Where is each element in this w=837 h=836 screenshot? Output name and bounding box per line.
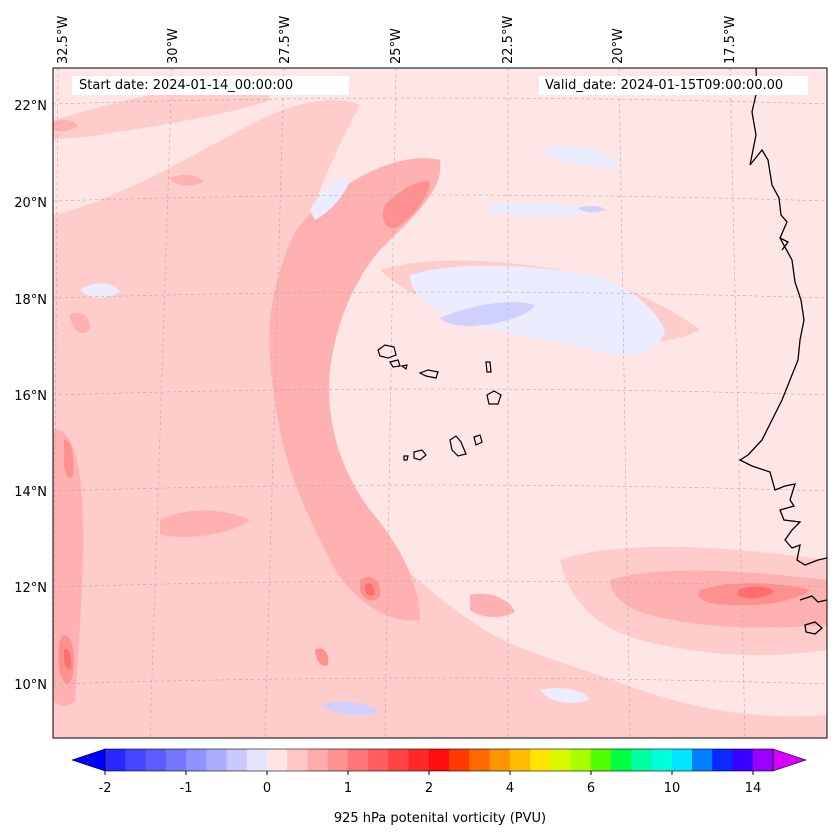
valid-date-label: Valid_date: 2024-01-15T09:00:00.00 bbox=[539, 76, 808, 95]
colorbar-segment bbox=[388, 749, 410, 771]
colorbar-segment bbox=[206, 749, 227, 771]
colorbar-segment bbox=[226, 749, 248, 771]
colorbar-tick-label: 1 bbox=[344, 781, 352, 796]
pv-contour-peak bbox=[63, 583, 774, 670]
graticule bbox=[53, 68, 827, 738]
lon-label: 17.5°W bbox=[723, 16, 738, 64]
lat-label: 14°N bbox=[14, 485, 47, 500]
colorbar-ticks bbox=[104, 771, 754, 775]
colorbar-tick-label: 6 bbox=[587, 781, 595, 796]
lon-label: 32.5°W bbox=[56, 16, 71, 64]
colorbar-segment bbox=[327, 749, 349, 771]
colorbar-tick-label: 0 bbox=[263, 781, 271, 796]
colorbar-segment bbox=[165, 749, 187, 771]
latitude-labels: 22°N 20°N 18°N 16°N 14°N 12°N 10°N bbox=[14, 99, 47, 693]
colorbar-tick-labels: -2 -1 0 1 2 4 6 10 14 bbox=[99, 781, 762, 796]
colorbar-segment bbox=[590, 749, 612, 771]
colorbar-segment bbox=[732, 749, 754, 771]
colorbar-segment bbox=[671, 749, 693, 771]
colorbar-segment bbox=[428, 749, 450, 771]
africa-coastline bbox=[738, 68, 827, 566]
colorbar-segment bbox=[469, 749, 491, 771]
colorbar-segment bbox=[530, 749, 551, 771]
start-date-label: Start date: 2024-01-14_00:00:00 bbox=[72, 76, 349, 95]
lat-label: 12°N bbox=[14, 581, 47, 596]
colorbar-segment bbox=[712, 749, 734, 771]
colorbar-segments bbox=[105, 749, 774, 771]
colorbar-tick-label: 14 bbox=[745, 781, 762, 796]
colorbar-under-arrow bbox=[71, 748, 106, 772]
colorbar-segment bbox=[631, 749, 653, 771]
colorbar-segment bbox=[408, 749, 430, 771]
colorbar-segment bbox=[145, 749, 167, 771]
colorbar-tick-label: 2 bbox=[425, 781, 433, 796]
colorbar-segment bbox=[449, 749, 470, 771]
lat-label: 10°N bbox=[14, 678, 47, 693]
colorbar-segment bbox=[611, 749, 632, 771]
colorbar-segment bbox=[489, 749, 511, 771]
longitude-labels: 32.5°W 30°W 27.5°W 25°W 22.5°W 20°W 17.5… bbox=[56, 16, 738, 64]
lat-label: 22°N bbox=[14, 99, 47, 114]
colorbar-segment bbox=[752, 749, 774, 771]
coastlines bbox=[738, 68, 827, 635]
cape-verde-islands bbox=[377, 344, 502, 461]
colorbar-title: 925 hPa potenital vorticity (PVU) bbox=[334, 811, 546, 826]
colorbar-frame bbox=[104, 748, 774, 772]
colorbar-segment bbox=[125, 749, 146, 771]
colorbar-segment bbox=[287, 749, 308, 771]
lon-label: 22.5°W bbox=[501, 16, 516, 64]
lon-label: 30°W bbox=[166, 28, 181, 64]
lon-label: 25°W bbox=[389, 28, 404, 64]
pv-contour-strong bbox=[58, 181, 810, 684]
map-area bbox=[53, 68, 827, 738]
lon-label: 27.5°W bbox=[278, 16, 293, 64]
colorbar-segment bbox=[266, 749, 288, 771]
colorbar-segment bbox=[347, 749, 369, 771]
lat-label: 20°N bbox=[14, 196, 47, 211]
colorbar-segment bbox=[105, 749, 126, 771]
colorbar-over-arrow bbox=[772, 748, 807, 772]
colorbar-tick-label: -1 bbox=[180, 781, 193, 796]
colorbar-segment bbox=[651, 749, 673, 771]
colorbar-segment bbox=[509, 749, 531, 771]
colorbar: -2 -1 0 1 2 4 6 10 14 925 hPa potenital … bbox=[71, 748, 807, 826]
colorbar-tick-label: 10 bbox=[664, 781, 681, 796]
colorbar-segment bbox=[246, 749, 268, 771]
colorbar-segment bbox=[307, 749, 329, 771]
colorbar-segment bbox=[550, 749, 572, 771]
colorbar-segment bbox=[185, 749, 207, 771]
colorbar-tick-label: -2 bbox=[99, 781, 112, 796]
colorbar-tick-label: 4 bbox=[506, 781, 514, 796]
pv-contour-negative bbox=[80, 145, 665, 716]
colorbar-segment bbox=[368, 749, 389, 771]
colorbar-segment bbox=[692, 749, 713, 771]
map-frame bbox=[52, 67, 828, 739]
colorbar-segment bbox=[570, 749, 592, 771]
lat-label: 16°N bbox=[14, 389, 47, 404]
lat-label: 18°N bbox=[14, 293, 47, 308]
lon-label: 20°W bbox=[611, 28, 626, 64]
